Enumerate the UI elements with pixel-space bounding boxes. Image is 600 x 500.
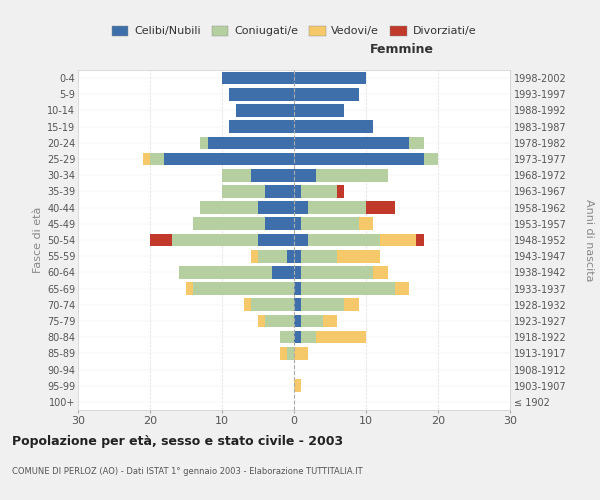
Bar [280,347,287,360]
Bar [186,282,193,295]
Bar [316,169,388,181]
Bar [308,202,366,214]
Bar [294,169,316,181]
Bar [193,218,265,230]
Bar [424,152,438,166]
Bar [244,298,251,311]
Bar [150,234,172,246]
Bar [200,202,258,214]
Bar [366,202,395,214]
Bar [301,314,323,328]
Bar [265,314,294,328]
Bar [280,331,294,344]
Text: Popolazione per età, sesso e stato civile - 2003: Popolazione per età, sesso e stato civil… [12,435,343,448]
Bar [323,314,337,328]
Bar [301,331,316,344]
Bar [143,152,150,166]
Bar [416,234,424,246]
Bar [294,88,359,101]
Bar [258,314,265,328]
Bar [265,185,294,198]
Bar [380,234,416,246]
Bar [344,298,359,311]
Bar [294,314,301,328]
Text: COMUNE DI PERLOZ (AO) - Dati ISTAT 1° gennaio 2003 - Elaborazione TUTTITALIA.IT: COMUNE DI PERLOZ (AO) - Dati ISTAT 1° ge… [12,468,362,476]
Bar [395,282,409,295]
Bar [208,136,294,149]
Bar [251,169,294,181]
Text: Femmine: Femmine [370,44,434,57]
Bar [316,331,366,344]
Bar [294,72,366,85]
Bar [294,331,301,344]
Legend: Celibi/Nubili, Coniugati/e, Vedovi/e, Divorziati/e: Celibi/Nubili, Coniugati/e, Vedovi/e, Di… [107,21,481,41]
Bar [294,104,344,117]
Bar [294,185,301,198]
Bar [294,380,301,392]
Bar [294,218,301,230]
Bar [301,218,359,230]
Bar [294,282,301,295]
Bar [251,298,294,311]
Bar [172,234,258,246]
Bar [287,347,294,360]
Bar [359,218,373,230]
Y-axis label: Anni di nascita: Anni di nascita [584,198,594,281]
Bar [337,250,380,262]
Bar [222,72,294,85]
Bar [301,185,337,198]
Bar [229,120,294,133]
Bar [294,202,308,214]
Bar [301,250,337,262]
Bar [294,298,301,311]
Bar [150,152,164,166]
Bar [301,282,395,295]
Bar [301,298,344,311]
Bar [308,234,380,246]
Bar [258,234,294,246]
Bar [258,202,294,214]
Bar [294,250,301,262]
Bar [337,185,344,198]
Bar [258,250,287,262]
Bar [265,218,294,230]
Bar [294,136,409,149]
Bar [229,88,294,101]
Bar [272,266,294,278]
Y-axis label: Fasce di età: Fasce di età [32,207,43,273]
Bar [301,266,373,278]
Bar [294,347,308,360]
Bar [236,104,294,117]
Bar [287,250,294,262]
Bar [164,152,294,166]
Bar [294,152,424,166]
Bar [373,266,388,278]
Bar [222,169,251,181]
Bar [179,266,272,278]
Bar [294,266,301,278]
Bar [222,185,265,198]
Bar [294,234,308,246]
Bar [200,136,208,149]
Bar [193,282,294,295]
Bar [294,120,373,133]
Bar [251,250,258,262]
Bar [409,136,424,149]
